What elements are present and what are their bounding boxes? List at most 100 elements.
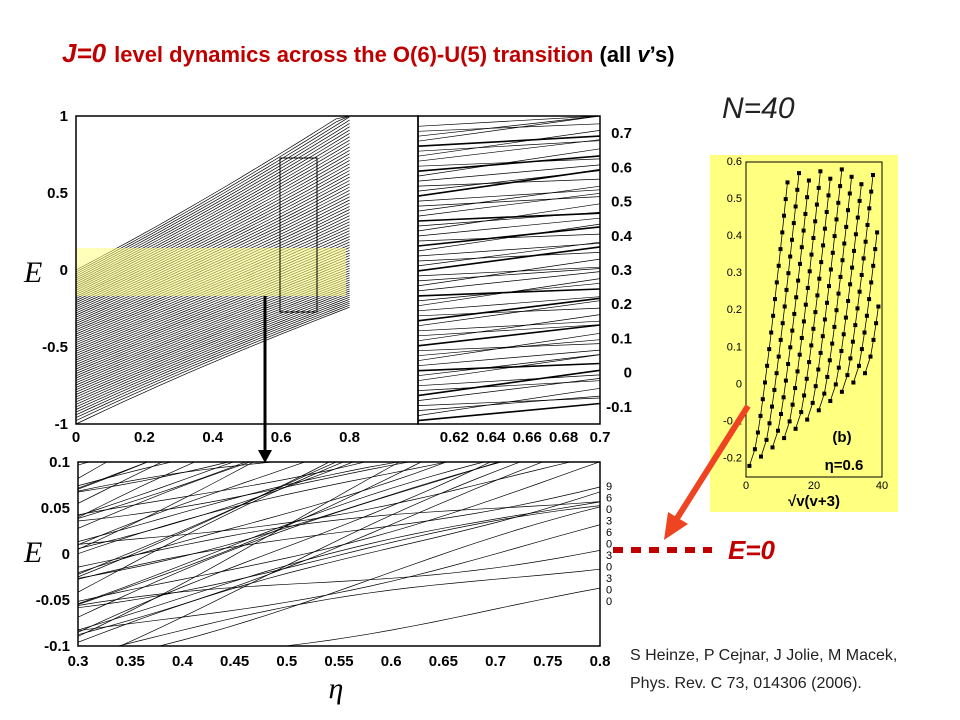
inset-point <box>863 239 868 244</box>
inset-curve <box>841 174 874 392</box>
zoom-y-tick: 0.1 <box>611 330 632 347</box>
inset-point <box>855 215 860 220</box>
zoom-level-line <box>417 115 601 137</box>
highlight-region <box>76 248 346 296</box>
inset-panel-label: (b) <box>832 429 851 446</box>
zoom-level-line <box>417 123 601 132</box>
zoom-level-line <box>417 266 601 277</box>
lower-x-tick: 0.65 <box>429 653 458 670</box>
inset-point <box>811 326 816 331</box>
inset-point <box>767 421 772 426</box>
main-level-line <box>75 290 350 403</box>
inset-point <box>755 430 760 435</box>
inset-point <box>765 363 770 368</box>
main-y-tick: -0.5 <box>42 339 68 356</box>
inset-point <box>782 436 787 441</box>
inset-point <box>852 248 856 253</box>
lower-x-tick: 0.4 <box>172 653 194 670</box>
lower-level-line <box>78 462 163 504</box>
inset-point <box>839 389 844 394</box>
lower-level-line <box>78 462 411 522</box>
zoom-level-line <box>417 192 601 217</box>
main-level-line <box>75 300 350 416</box>
lower-level-line <box>78 462 544 636</box>
inset-point <box>847 191 852 196</box>
lower-x-tick: 0.5 <box>276 653 297 670</box>
inset-point <box>795 187 800 192</box>
lower-panel-lines <box>78 462 600 646</box>
inset-y-tick: 0.2 <box>727 304 742 316</box>
lower-level-line <box>78 462 90 466</box>
inset-point <box>786 362 791 366</box>
zoom-y-tick: 0.4 <box>611 228 633 245</box>
zoom-level-line <box>417 324 601 347</box>
inset-x-tick: 0 <box>743 480 749 492</box>
main-y-tick: 1 <box>60 108 68 125</box>
zoom-y-tick: 0 <box>624 365 632 382</box>
inset-point <box>839 349 844 353</box>
inset-point <box>782 213 786 218</box>
lower-level-line <box>116 568 600 646</box>
lower-y-tick: 0.05 <box>41 500 70 517</box>
inset-point <box>804 376 809 381</box>
inset-point <box>859 273 864 277</box>
inset-point <box>820 334 825 339</box>
inset-point <box>869 280 874 285</box>
citation-line-2: Phys. Rev. C 73, 014306 (2006). <box>630 675 862 692</box>
lower-level-line <box>78 462 255 550</box>
inset-point <box>764 437 769 442</box>
lower-level-line <box>78 462 354 549</box>
lower-level-line <box>281 587 600 646</box>
inset-point <box>770 445 775 450</box>
inset-point <box>778 247 783 252</box>
inset-curve <box>806 169 843 420</box>
inset-point <box>861 256 866 261</box>
n-label: N=40 <box>722 92 795 125</box>
zoom-level-line <box>417 268 601 282</box>
inset-point <box>822 226 827 231</box>
inset-point <box>857 363 861 368</box>
inset-point <box>780 321 785 326</box>
inset-point <box>867 206 872 211</box>
lower-level-line <box>78 462 600 602</box>
inset-y-tick: 0.5 <box>727 193 742 205</box>
inset-point <box>790 237 794 242</box>
inset-point <box>841 332 846 337</box>
inset-point <box>868 354 873 359</box>
lower-level-line <box>78 462 367 516</box>
inset-point <box>827 358 832 363</box>
down-arrow-head <box>258 450 272 463</box>
inset-point <box>849 174 854 179</box>
inset-point <box>862 330 867 335</box>
zoom-level-line <box>417 296 601 312</box>
inset-point <box>838 274 843 279</box>
inset-point <box>758 413 763 418</box>
inset-y-tick: 0.6 <box>727 156 742 168</box>
inset-point <box>771 313 776 318</box>
lower-right-label: 6 <box>606 527 612 539</box>
main-x-tick: 0.4 <box>202 429 224 446</box>
inset-point <box>838 184 843 189</box>
inset-point <box>834 217 839 222</box>
inset-point <box>805 417 810 422</box>
lower-level-line <box>78 462 492 633</box>
inset-point <box>752 447 757 452</box>
inset-point <box>809 343 814 348</box>
lower-right-label: 0 <box>606 585 612 597</box>
inset-point <box>747 463 752 468</box>
lower-right-label: 0 <box>606 596 612 608</box>
title-tail: (all v’s) <box>599 42 675 67</box>
inset-point <box>810 400 815 405</box>
inset-point <box>805 195 810 200</box>
lower-level-line <box>78 505 600 609</box>
inset-point <box>796 278 801 283</box>
lower-level-line <box>78 462 306 546</box>
inset-point <box>807 360 812 365</box>
lower-x-tick: 0.75 <box>533 653 562 670</box>
inset-point <box>816 367 821 372</box>
zoom-x-tick: 0.68 <box>549 429 578 446</box>
lower-right-label: 3 <box>606 573 612 585</box>
lower-level-line <box>78 501 600 631</box>
inset-point <box>836 291 841 296</box>
